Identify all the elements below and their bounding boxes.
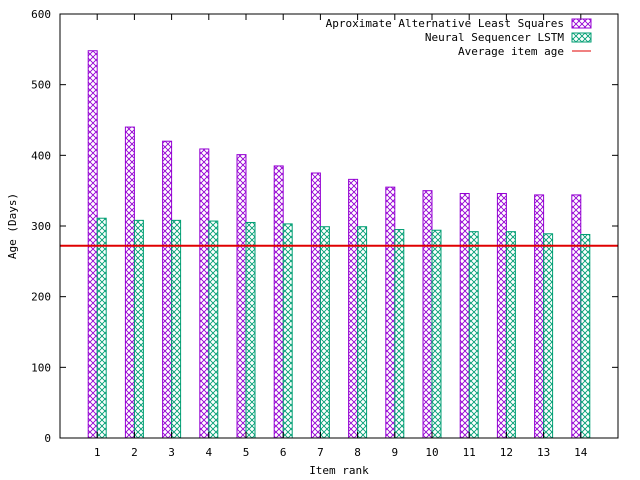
bar-series-2 <box>357 226 368 439</box>
x-tick-label: 12 <box>500 446 513 459</box>
bar-series-1 <box>385 186 396 439</box>
x-axis-label: Item rank <box>309 464 369 477</box>
y-axis-label: Age (Days) <box>6 193 19 259</box>
x-tick-label: 8 <box>354 446 361 459</box>
bar-series-2 <box>208 220 219 439</box>
x-tick-label: 14 <box>574 446 588 459</box>
bar-series-2 <box>543 233 554 439</box>
bar-series-1 <box>273 165 284 439</box>
x-tick-label: 3 <box>168 446 175 459</box>
x-tick-label: 5 <box>243 446 250 459</box>
y-tick-label: 400 <box>31 149 51 162</box>
x-tick-label: 2 <box>131 446 138 459</box>
legend-swatch-series-2 <box>571 32 592 43</box>
x-tick-label: 10 <box>425 446 438 459</box>
legend-label-average-line: Average item age <box>458 45 564 58</box>
legend: Aproximate Alternative Least Squares Neu… <box>326 17 592 58</box>
bar-series-2 <box>245 221 256 439</box>
y-tick-label: 100 <box>31 361 51 374</box>
bar-series-1 <box>496 192 507 439</box>
bar-series-2 <box>394 229 405 439</box>
y-tick-label: 300 <box>31 220 51 233</box>
bar-series-2 <box>505 231 516 439</box>
x-tick-label: 9 <box>391 446 398 459</box>
bar-series-1 <box>236 154 247 439</box>
y-tick-label: 200 <box>31 291 51 304</box>
bar-series-2 <box>282 223 293 439</box>
x-tick-label: 13 <box>537 446 550 459</box>
bar-series-2 <box>133 219 144 439</box>
bar-series-1 <box>534 194 545 439</box>
bar-series-1 <box>348 178 359 439</box>
bar-series-1 <box>124 126 135 439</box>
bar-series-1 <box>162 140 173 439</box>
bar-series-2 <box>580 233 591 439</box>
x-tick-label: 1 <box>94 446 101 459</box>
bar-series-2 <box>468 231 479 439</box>
y-tick-label: 500 <box>31 79 51 92</box>
legend-label-series-1: Aproximate Alternative Least Squares <box>326 17 564 30</box>
x-tick-label: 11 <box>463 446 476 459</box>
y-axis-ticks: 0 100 200 300 400 500 600 <box>31 8 618 445</box>
bar-series-1 <box>422 190 433 439</box>
bar-series-1 <box>459 192 470 439</box>
bar-series-1 <box>571 194 582 439</box>
x-tick-label: 7 <box>317 446 324 459</box>
legend-swatch-series-1 <box>571 18 592 29</box>
x-tick-label: 4 <box>205 446 212 459</box>
bar-series-2 <box>171 219 182 439</box>
bars-layer <box>87 50 591 439</box>
y-tick-label: 0 <box>44 432 51 445</box>
bar-series-2 <box>431 229 442 439</box>
x-axis-ticks: 1 2 3 4 5 6 7 8 9 10 11 12 13 14 <box>94 14 588 459</box>
bar-series-1 <box>199 148 210 439</box>
x-tick-label: 6 <box>280 446 287 459</box>
bar-series-1 <box>310 172 321 439</box>
legend-label-series-2: Neural Sequencer LSTM <box>425 31 564 44</box>
y-tick-label: 600 <box>31 8 51 21</box>
bar-series-2 <box>319 226 330 439</box>
bar-series-2 <box>96 217 107 439</box>
bar-series-1 <box>87 50 98 439</box>
